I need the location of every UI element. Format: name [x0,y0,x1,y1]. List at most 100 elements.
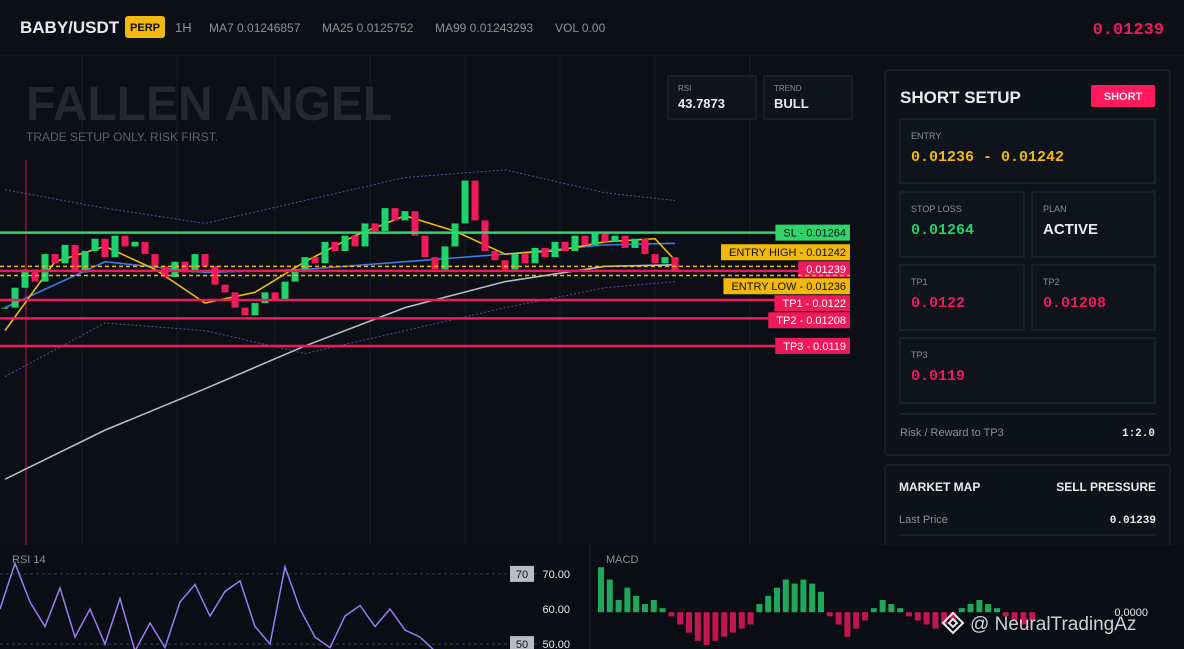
macd-bar [879,599,886,613]
rsi-line [0,561,434,649]
candle [421,235,429,258]
candle [201,254,209,267]
short-badge[interactable] [1091,85,1155,107]
level-label: TP3 - 0.0119 [783,341,846,353]
ma25: MA25 0.0125752 [322,21,414,35]
candle [431,257,439,270]
candle [191,254,199,273]
macd-bar [712,612,719,641]
macd-bar [1002,612,1009,617]
macd-bar [809,583,816,613]
perp-text: PERP [130,22,160,34]
macd-bar [862,612,868,621]
macd-bar [853,612,860,629]
candle [91,238,99,251]
price-value: 0.01239 [1110,515,1156,527]
level-label: SL - 0.01264 [783,228,846,240]
macd-bar [668,612,675,617]
macd-bar [844,612,851,637]
macd-bar [958,608,965,613]
macd-bar [606,579,613,613]
macd-bar [598,567,604,613]
candle [61,244,69,264]
sl-label: STOP LOSS [911,204,962,214]
ma99: MA99 0.01243293 [435,21,533,35]
tp3-value: 0.0119 [911,368,965,385]
candle [211,266,219,285]
bollinger-band [4,169,676,224]
candle [321,241,329,264]
rsi-box [667,75,757,120]
price-chart [1,169,679,480]
candle [21,269,29,288]
candle [631,238,639,248]
candle [301,257,309,270]
candle [571,235,579,251]
levels: SL - 0.01264 ENTRY HIGH - 0.01242 0.01239 E… [0,224,850,354]
macd-bar [686,612,692,633]
macd-bar [791,583,798,613]
macd-bar [677,612,684,625]
market-panel [884,464,1171,556]
macd-bar [730,612,736,633]
market-title: MARKET MAP [899,480,980,494]
candle [251,303,259,316]
price-label: Last Price [899,514,948,526]
candle [81,251,89,273]
candle [371,223,379,232]
entry-box [899,118,1156,184]
candle [491,251,499,261]
macd-bar [1020,612,1027,625]
macd-bar [765,595,772,613]
short-text: SHORT [1104,91,1143,103]
candle [661,257,669,264]
macd-bar [950,612,956,621]
candle [241,307,249,316]
level-label: TP2 - 0.01208 [776,315,846,327]
level-tag [721,244,850,261]
candle [511,254,519,270]
volume: VOL 0.00 [555,21,606,35]
candle [331,241,339,251]
candle [121,235,129,247]
level-label: 0.01239 [806,264,846,276]
timeframe: 1H [175,20,192,35]
market-status: SELL PRESSURE [1056,480,1156,494]
last-price: 0.01239 [1093,21,1164,40]
macd-bar [703,612,710,645]
level-label: ENTRY LOW - 0.01236 [731,281,846,293]
macd-bar [650,599,657,613]
candle [401,211,409,221]
candle [271,292,279,300]
band-tag [510,565,534,582]
macd-bar [994,608,1000,613]
candle [501,260,509,270]
candle [441,246,449,270]
plan-label: PLAN [1043,204,1067,214]
candle [411,211,419,236]
level-tag [774,295,850,312]
rr-value: 1:2.0 [1122,428,1155,440]
macd-bar [976,599,983,613]
candle [481,220,489,251]
tp1-box [899,264,1025,331]
macd-title: MACD [606,554,638,566]
band-label: 70 [516,569,528,581]
watermark-subtitle: TRADE SETUP ONLY. RISK FIRST. [26,130,218,144]
candle [551,241,559,258]
macd-bar [870,608,877,613]
moving-average [4,242,676,309]
macd-bar [721,612,728,637]
candle [181,261,189,273]
candle [641,238,649,255]
macd-bar [888,604,895,613]
macd-bar [738,612,745,629]
level-tag [775,337,850,354]
macd-bar [1011,612,1018,621]
y-tick-label: 0.0000 [1114,607,1148,619]
candle [261,292,269,304]
sl-box [899,191,1025,258]
macd-bar [782,579,789,613]
candle [621,235,629,248]
candle [561,241,569,251]
